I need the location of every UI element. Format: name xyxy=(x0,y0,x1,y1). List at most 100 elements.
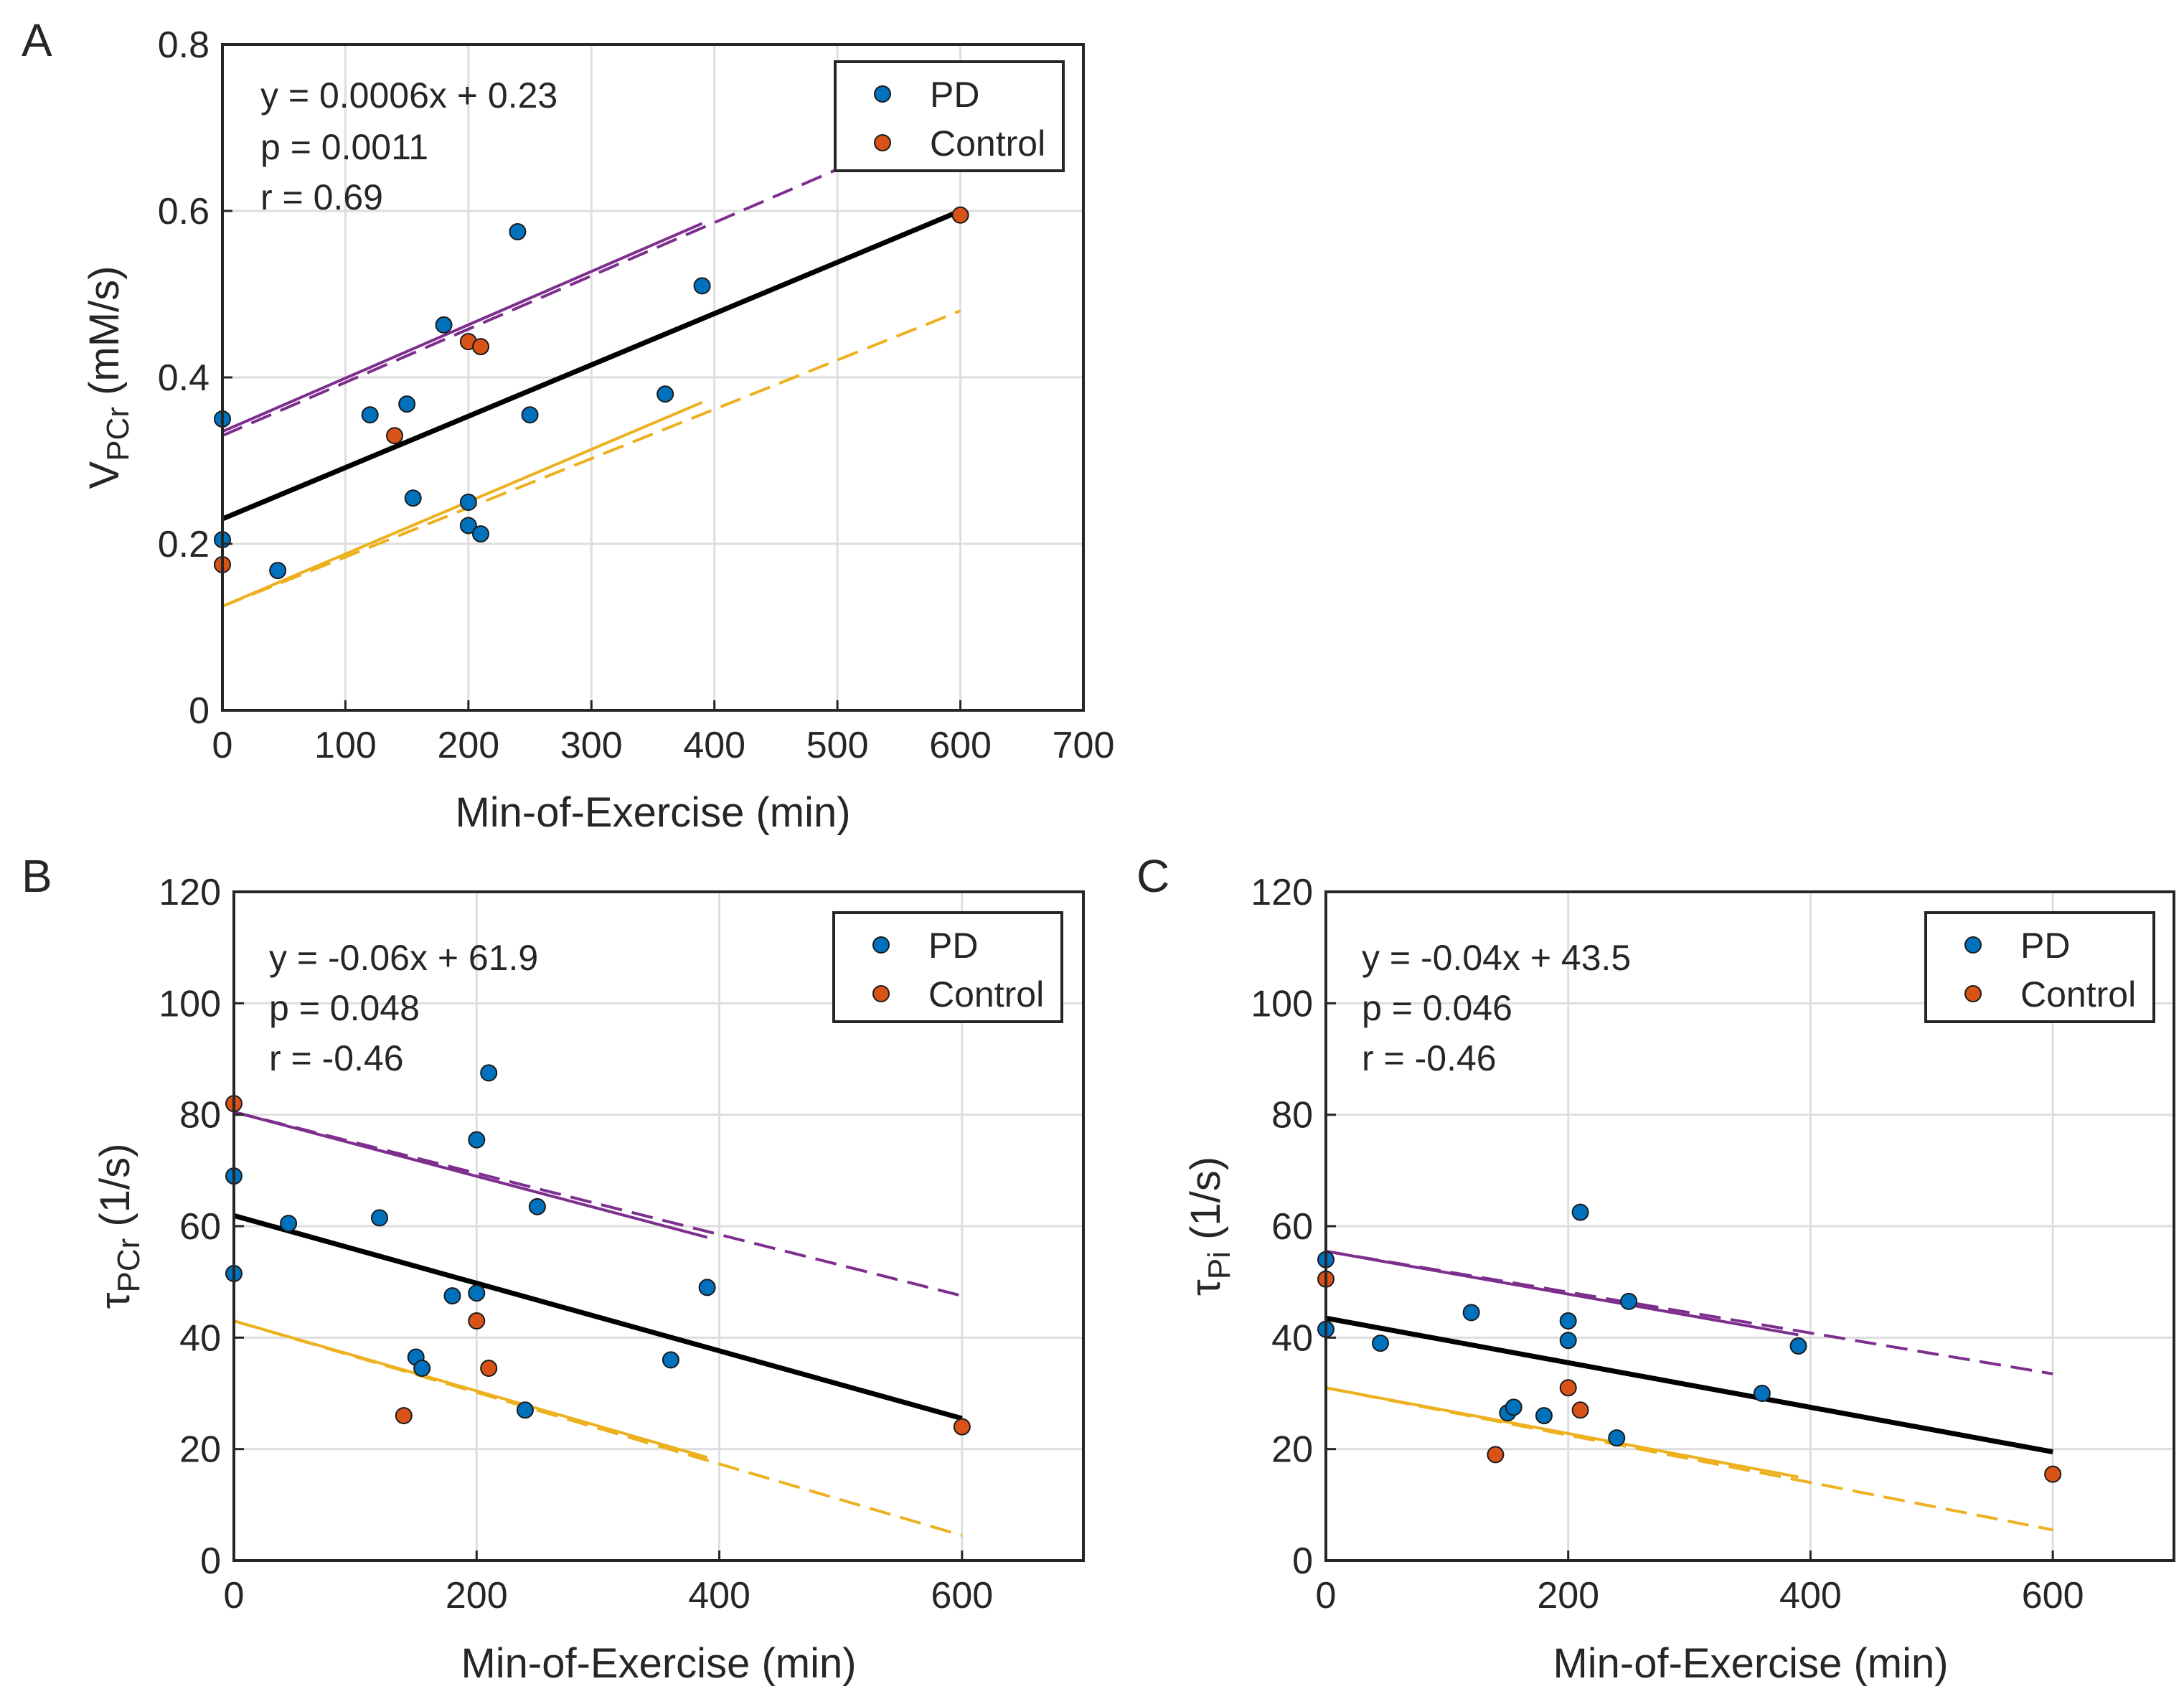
y-tick-label: 0.2 xyxy=(158,524,210,565)
legend-marker-pd xyxy=(872,936,890,954)
x-axis-label: Min-of-Exercise (min) xyxy=(1553,1640,1948,1687)
control-data-point xyxy=(468,1312,486,1330)
control-data-point xyxy=(395,1407,413,1425)
y-ticks: 0 20 40 60 80 100 120 xyxy=(1251,872,1336,1582)
x-tick-label: 400 xyxy=(688,1575,750,1616)
pd-data-point xyxy=(1559,1332,1577,1350)
x-ticks: 0 200 400 600 xyxy=(224,1550,993,1616)
upper-bound-solid-line xyxy=(233,1110,708,1239)
pd-data-point xyxy=(1753,1385,1771,1402)
x-tick-label: 400 xyxy=(1779,1575,1842,1616)
x-tick-label: 100 xyxy=(314,725,377,766)
pd-data-point xyxy=(1371,1335,1389,1352)
p-value-text: p = 0.0011 xyxy=(260,127,428,167)
control-data-point xyxy=(472,338,489,356)
pd-data-point xyxy=(468,1284,486,1302)
regression-line xyxy=(1325,1315,2053,1454)
points xyxy=(1317,1203,2062,1483)
control-data-point xyxy=(2044,1465,2062,1483)
x-tick-label: 600 xyxy=(931,1575,993,1616)
pd-data-point xyxy=(1571,1203,1589,1221)
legend-label-control: Control xyxy=(2020,974,2136,1015)
x-axis-label: Min-of-Exercise (min) xyxy=(455,789,850,836)
y-tick-label: 80 xyxy=(1271,1095,1313,1136)
r-value-text: r = -0.46 xyxy=(269,1038,404,1078)
x-tick-label: 300 xyxy=(560,725,623,766)
x-tick-label: 400 xyxy=(683,725,745,766)
pd-data-point xyxy=(1620,1292,1638,1310)
y-tick-label: 120 xyxy=(159,872,221,913)
legend-label-pd: PD xyxy=(2020,926,2070,966)
pd-data-point xyxy=(459,494,477,511)
pd-data-point xyxy=(269,562,287,580)
y-tick-label: 80 xyxy=(179,1095,221,1136)
legend-box xyxy=(832,911,1063,1023)
control-data-point xyxy=(1487,1446,1505,1464)
y-tick-label: 0.6 xyxy=(158,191,210,232)
upper-bound-solid-line xyxy=(1325,1249,1799,1337)
y-tick-label: 20 xyxy=(1271,1429,1313,1471)
y-tick-label: 60 xyxy=(1271,1206,1313,1248)
y-axis-label: VPCr (mM/s) xyxy=(81,266,136,489)
pd-data-point xyxy=(1559,1312,1577,1330)
pd-data-point xyxy=(509,223,527,240)
y-ticks: 0 0.2 0.4 0.6 0.8 xyxy=(158,24,232,732)
pd-data-point xyxy=(280,1215,298,1233)
lower-bound-dashed-line xyxy=(1325,1386,2053,1532)
panel-a: A 0 100 200 300 400 500 600 700 0 0.2 0.4 0.6 0.8 M… xyxy=(22,14,1114,836)
y-tick-label: 0.8 xyxy=(158,24,210,66)
legend: PD Control xyxy=(832,911,1063,1023)
pd-data-point xyxy=(443,1287,461,1305)
pd-data-point xyxy=(1505,1398,1522,1416)
pd-data-point xyxy=(472,525,489,543)
equation-text: y = -0.04x + 43.5 xyxy=(1362,938,1631,978)
control-data-point xyxy=(480,1360,498,1378)
x-tick-label: 500 xyxy=(806,725,869,766)
pd-data-point xyxy=(1789,1337,1807,1355)
lower-bound-solid-line xyxy=(1325,1386,1799,1479)
pd-data-point xyxy=(413,1360,431,1378)
legend: PD Control xyxy=(834,60,1065,172)
stats-annotation: y = 0.0006x + 0.23 p = 0.0011 r = 0.69 xyxy=(260,75,557,217)
y-tick-label: 100 xyxy=(1251,983,1313,1025)
control-data-point xyxy=(386,427,403,445)
regression-line xyxy=(221,208,961,522)
regression-line xyxy=(233,1213,963,1421)
y-tick-label: 0 xyxy=(189,690,210,732)
legend-label-pd: PD xyxy=(930,75,979,115)
pd-data-point xyxy=(516,1401,534,1419)
panel-label: B xyxy=(22,850,52,902)
y-tick-label: 60 xyxy=(179,1206,221,1248)
lines xyxy=(1325,1249,2053,1532)
upper-bound-dashed-line xyxy=(1325,1249,2053,1375)
pd-data-point xyxy=(404,489,422,507)
lines xyxy=(221,168,961,608)
panel-label: C xyxy=(1136,850,1169,902)
pd-data-point xyxy=(528,1197,546,1215)
x-tick-label: 0 xyxy=(1316,1575,1337,1616)
control-data-point xyxy=(951,206,969,224)
pd-data-point xyxy=(1462,1304,1480,1322)
upper-bound-dashed-line xyxy=(222,168,838,438)
pd-data-point xyxy=(693,277,711,295)
legend-marker-pd xyxy=(1964,936,1982,954)
pd-data-point xyxy=(698,1279,716,1296)
lines xyxy=(233,1110,963,1537)
x-tick-label: 200 xyxy=(437,725,499,766)
r-value-text: r = -0.46 xyxy=(1362,1038,1497,1078)
lower-bound-dashed-line xyxy=(222,309,961,608)
pd-data-point xyxy=(662,1351,679,1369)
points xyxy=(225,1064,971,1436)
x-tick-label: 700 xyxy=(1053,725,1115,766)
y-axis-label: τPi (1/s) xyxy=(1182,1157,1237,1296)
legend-box xyxy=(1924,911,2155,1023)
pd-data-point xyxy=(370,1209,388,1227)
r-value-text: r = 0.69 xyxy=(260,177,383,217)
pd-data-point xyxy=(435,316,453,334)
control-data-point xyxy=(1571,1401,1589,1419)
y-tick-label: 0 xyxy=(200,1540,221,1582)
x-tick-label: 200 xyxy=(446,1575,508,1616)
pd-data-point xyxy=(1608,1429,1626,1447)
panel-c: C 0 200 400 600 0 20 40 60 80 100 120 Min-of-Exer… xyxy=(1136,850,2175,1687)
